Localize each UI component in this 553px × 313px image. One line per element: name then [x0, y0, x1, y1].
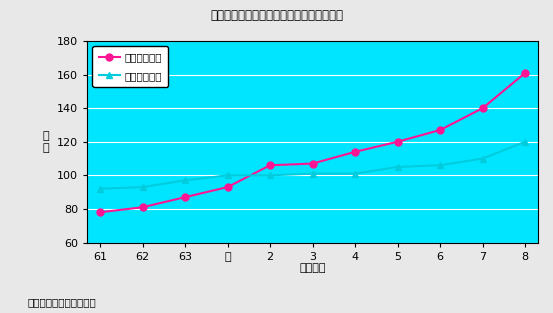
- 情報支出指標: [225, 173, 231, 177]
- 情報支出指標: [267, 173, 273, 177]
- 情報装備指標: [139, 205, 146, 209]
- 情報装備指標: [225, 185, 231, 189]
- Line: 情報装備指標: 情報装備指標: [97, 69, 529, 216]
- Y-axis label: 指
数: 指 数: [43, 131, 49, 152]
- 情報支出指標: [97, 187, 103, 191]
- 情報装備指標: [479, 106, 486, 110]
- 情報装備指標: [267, 163, 273, 167]
- 情報支出指標: [182, 178, 189, 182]
- 情報支出指標: [479, 156, 486, 160]
- Line: 情報支出指標: 情報支出指標: [97, 138, 529, 192]
- 情報装備指標: [394, 140, 401, 144]
- Text: 郵政省資料等により作成: 郵政省資料等により作成: [28, 297, 96, 307]
- 情報装備指標: [522, 71, 529, 75]
- Legend: 情報装備指標, 情報支出指標: 情報装備指標, 情報支出指標: [92, 46, 169, 87]
- 情報支出指標: [522, 140, 529, 144]
- 情報支出指標: [139, 185, 146, 189]
- 情報支出指標: [309, 172, 316, 176]
- Text: 第１－１－２図　指標で見る家庭の情報化: 第１－１－２図 指標で見る家庭の情報化: [210, 9, 343, 23]
- 情報装備指標: [97, 210, 103, 214]
- 情報装備指標: [309, 162, 316, 166]
- X-axis label: （年度）: （年度）: [299, 263, 326, 273]
- 情報支出指標: [352, 172, 358, 176]
- 情報支出指標: [437, 163, 444, 167]
- 情報支出指標: [394, 165, 401, 169]
- 情報装備指標: [352, 150, 358, 154]
- 情報装備指標: [437, 128, 444, 132]
- 情報装備指標: [182, 195, 189, 199]
